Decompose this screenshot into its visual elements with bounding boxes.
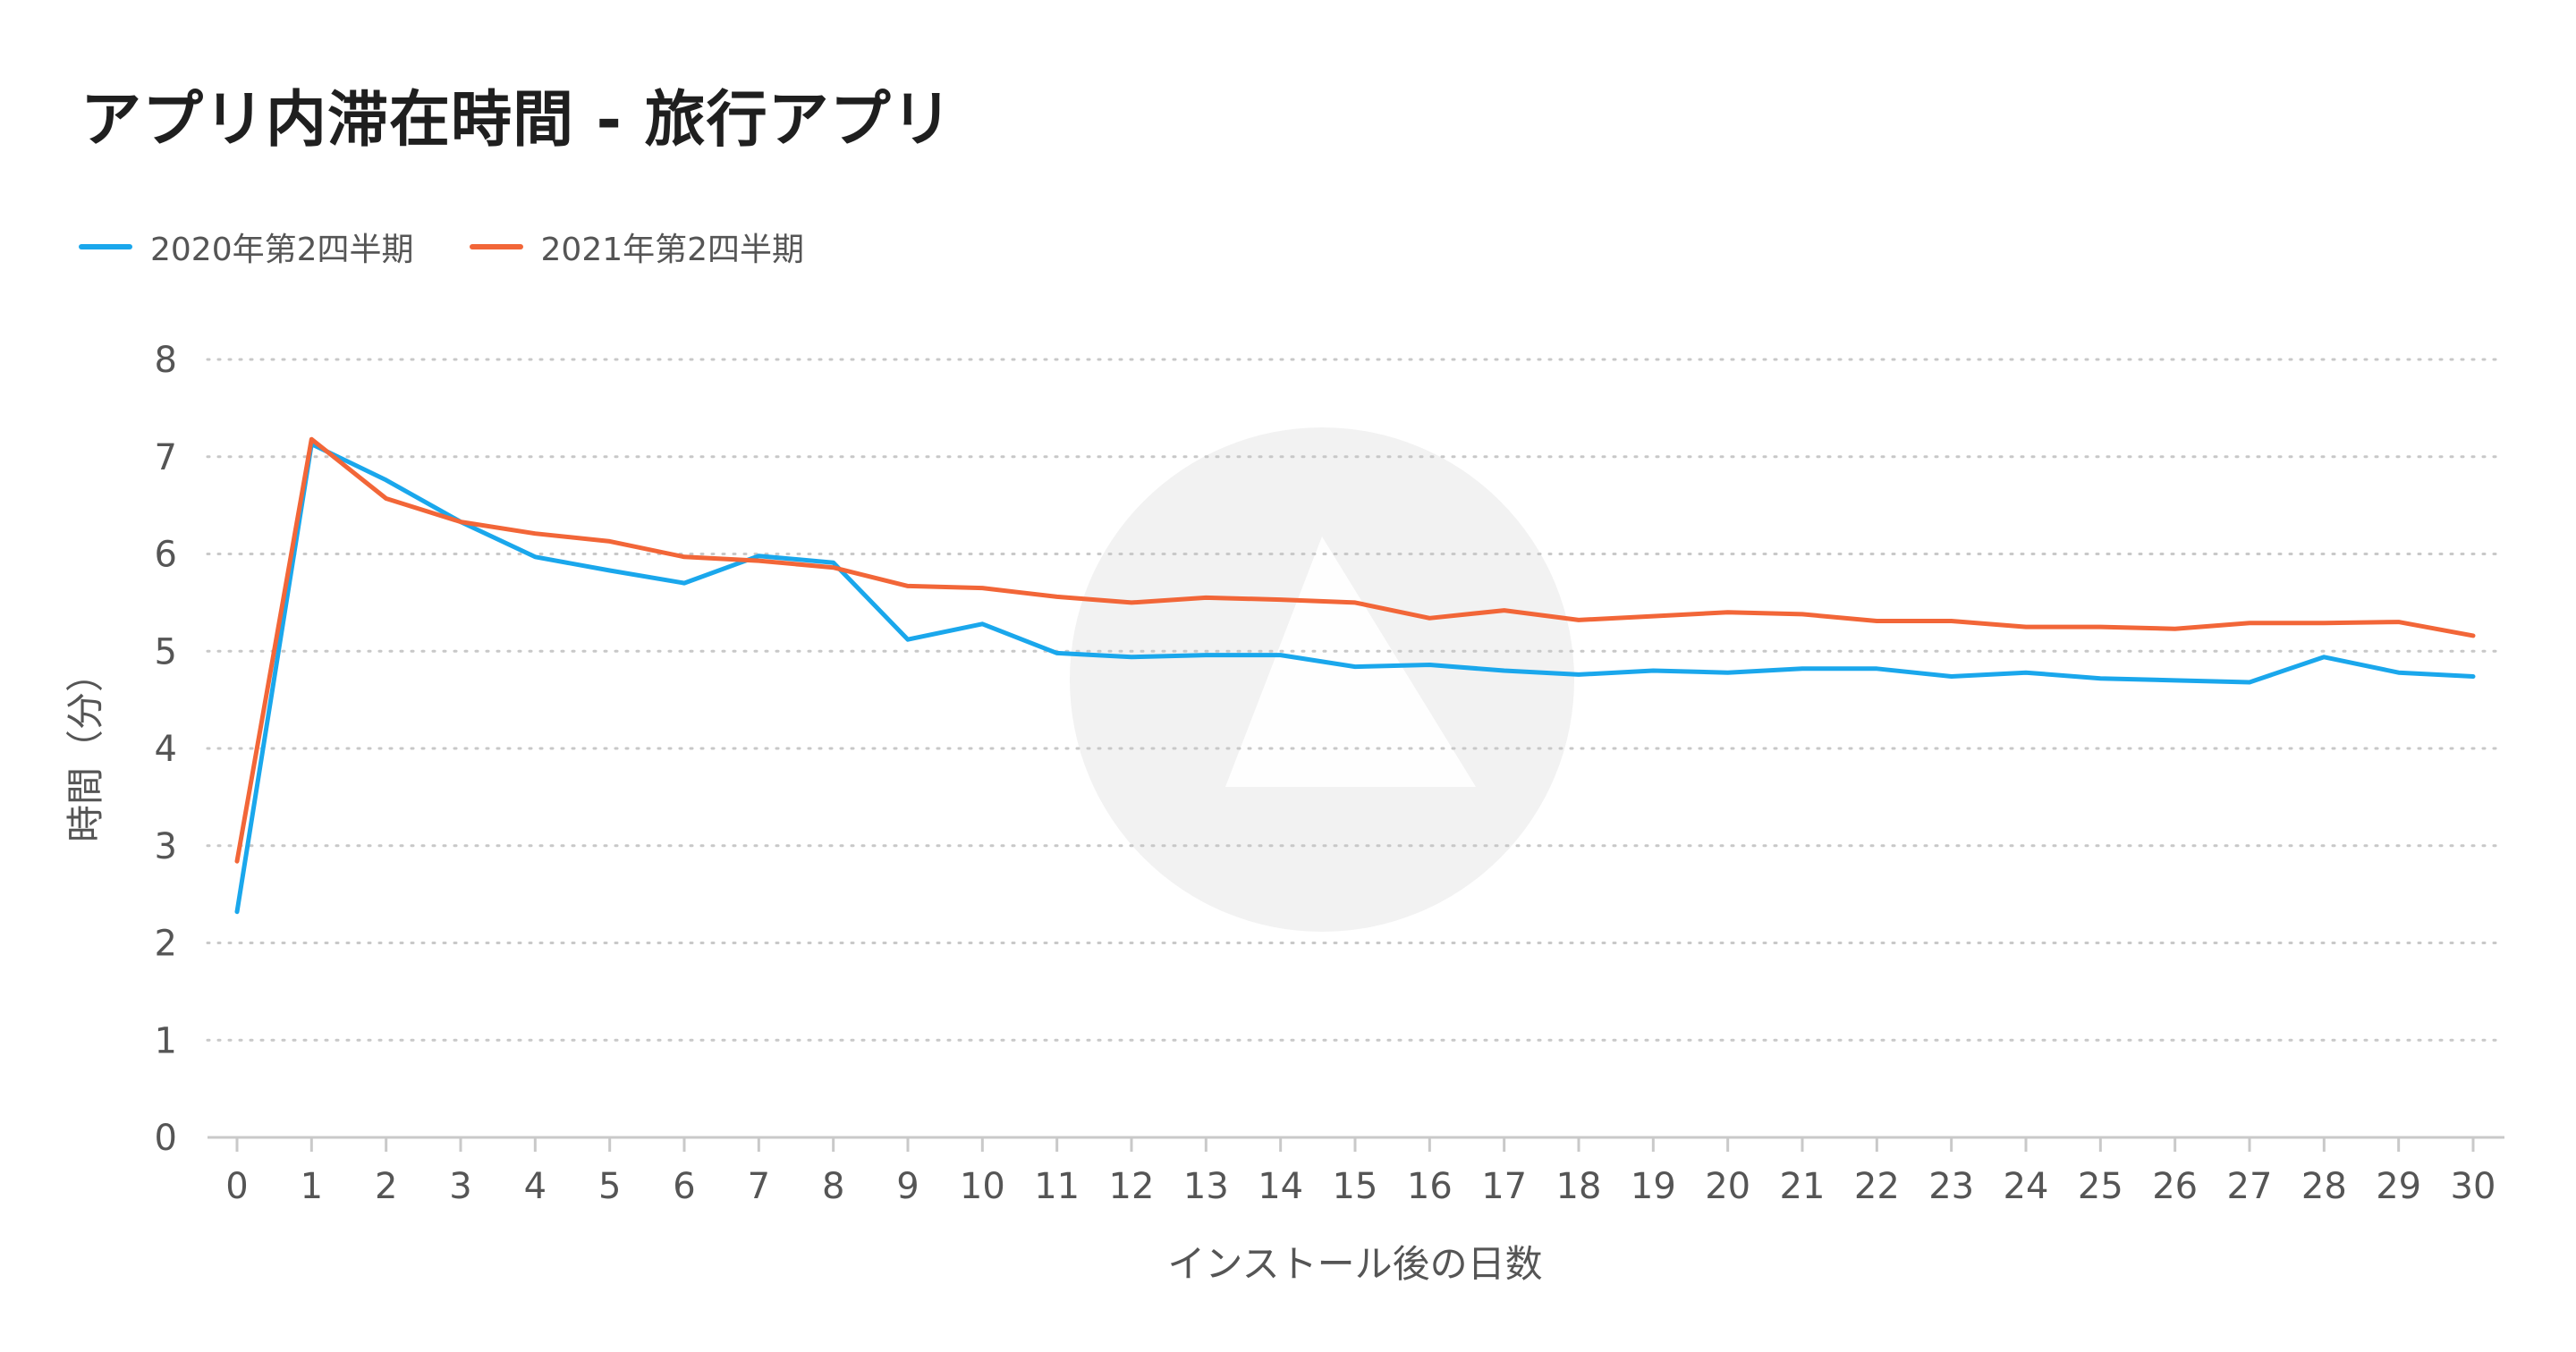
x-tick-label: 30 <box>2451 1166 2496 1207</box>
legend: 2020年第2四半期 2021年第2四半期 <box>79 224 860 270</box>
x-tick-label: 5 <box>598 1166 621 1207</box>
x-tick-label: 26 <box>2152 1166 2198 1207</box>
x-tick-label: 12 <box>1109 1166 1155 1207</box>
x-tick-label: 17 <box>1481 1166 1527 1207</box>
x-tick-label: 22 <box>1854 1166 1900 1207</box>
x-tick-label: 3 <box>449 1166 471 1207</box>
y-tick-label: 3 <box>155 826 177 867</box>
x-tick-label: 13 <box>1183 1166 1229 1207</box>
x-tick-label: 4 <box>524 1166 547 1207</box>
x-tick-label: 25 <box>2078 1166 2123 1207</box>
series-lines <box>234 436 2476 915</box>
x-tick-label: 14 <box>1258 1166 1303 1207</box>
legend-swatch <box>79 244 132 249</box>
x-tick-label: 0 <box>225 1166 248 1207</box>
y-tick-label: 1 <box>155 1020 177 1061</box>
y-tick-label: 2 <box>155 924 177 965</box>
x-tick-label: 1 <box>301 1166 323 1207</box>
x-tick-label: 7 <box>748 1166 770 1207</box>
y-tick-label: 0 <box>155 1118 177 1159</box>
legend-label: 2021年第2四半期 <box>540 232 805 268</box>
y-tick-label: 7 <box>155 437 177 478</box>
x-tick-label: 8 <box>822 1166 844 1207</box>
x-tick-label: 29 <box>2376 1166 2421 1207</box>
watermark-logo <box>1070 427 1574 932</box>
gridlines <box>206 358 2506 1042</box>
x-tick-label: 19 <box>1631 1166 1676 1207</box>
x-tick-label: 15 <box>1333 1166 1378 1207</box>
x-tick-label: 20 <box>1705 1166 1750 1207</box>
x-tick-label: 28 <box>2301 1166 2347 1207</box>
x-tick-label: 27 <box>2227 1166 2273 1207</box>
legend-item-1[interactable]: 2020年第2四半期 <box>79 224 414 270</box>
y-tick-label: 8 <box>155 340 177 381</box>
x-tick-label: 9 <box>896 1166 919 1207</box>
x-tick-label: 18 <box>1556 1166 1602 1207</box>
x-tick-label: 23 <box>1928 1166 1974 1207</box>
y-tick-label: 4 <box>155 729 177 770</box>
legend-swatch <box>469 244 523 249</box>
x-tick-label: 2 <box>375 1166 397 1207</box>
x-tick-label: 11 <box>1034 1166 1080 1207</box>
x-axis-title: インストール後の日数 <box>1167 1242 1542 1286</box>
x-tick-label: 16 <box>1407 1166 1453 1207</box>
y-tick-label: 5 <box>155 631 177 672</box>
y-tick-label: 6 <box>155 535 177 576</box>
legend-item-2[interactable]: 2021年第2四半期 <box>469 224 805 270</box>
legend-label: 2020年第2四半期 <box>150 232 414 268</box>
x-tick-label: 10 <box>960 1166 1005 1207</box>
x-tick-label: 24 <box>2004 1166 2049 1207</box>
x-tick-label: 6 <box>673 1166 695 1207</box>
chart-title: アプリ内滞在時間 - 旅行アプリ <box>80 85 953 156</box>
y-axis-title: 時間（分） <box>64 655 107 842</box>
x-tick-label: 21 <box>1780 1166 1826 1207</box>
